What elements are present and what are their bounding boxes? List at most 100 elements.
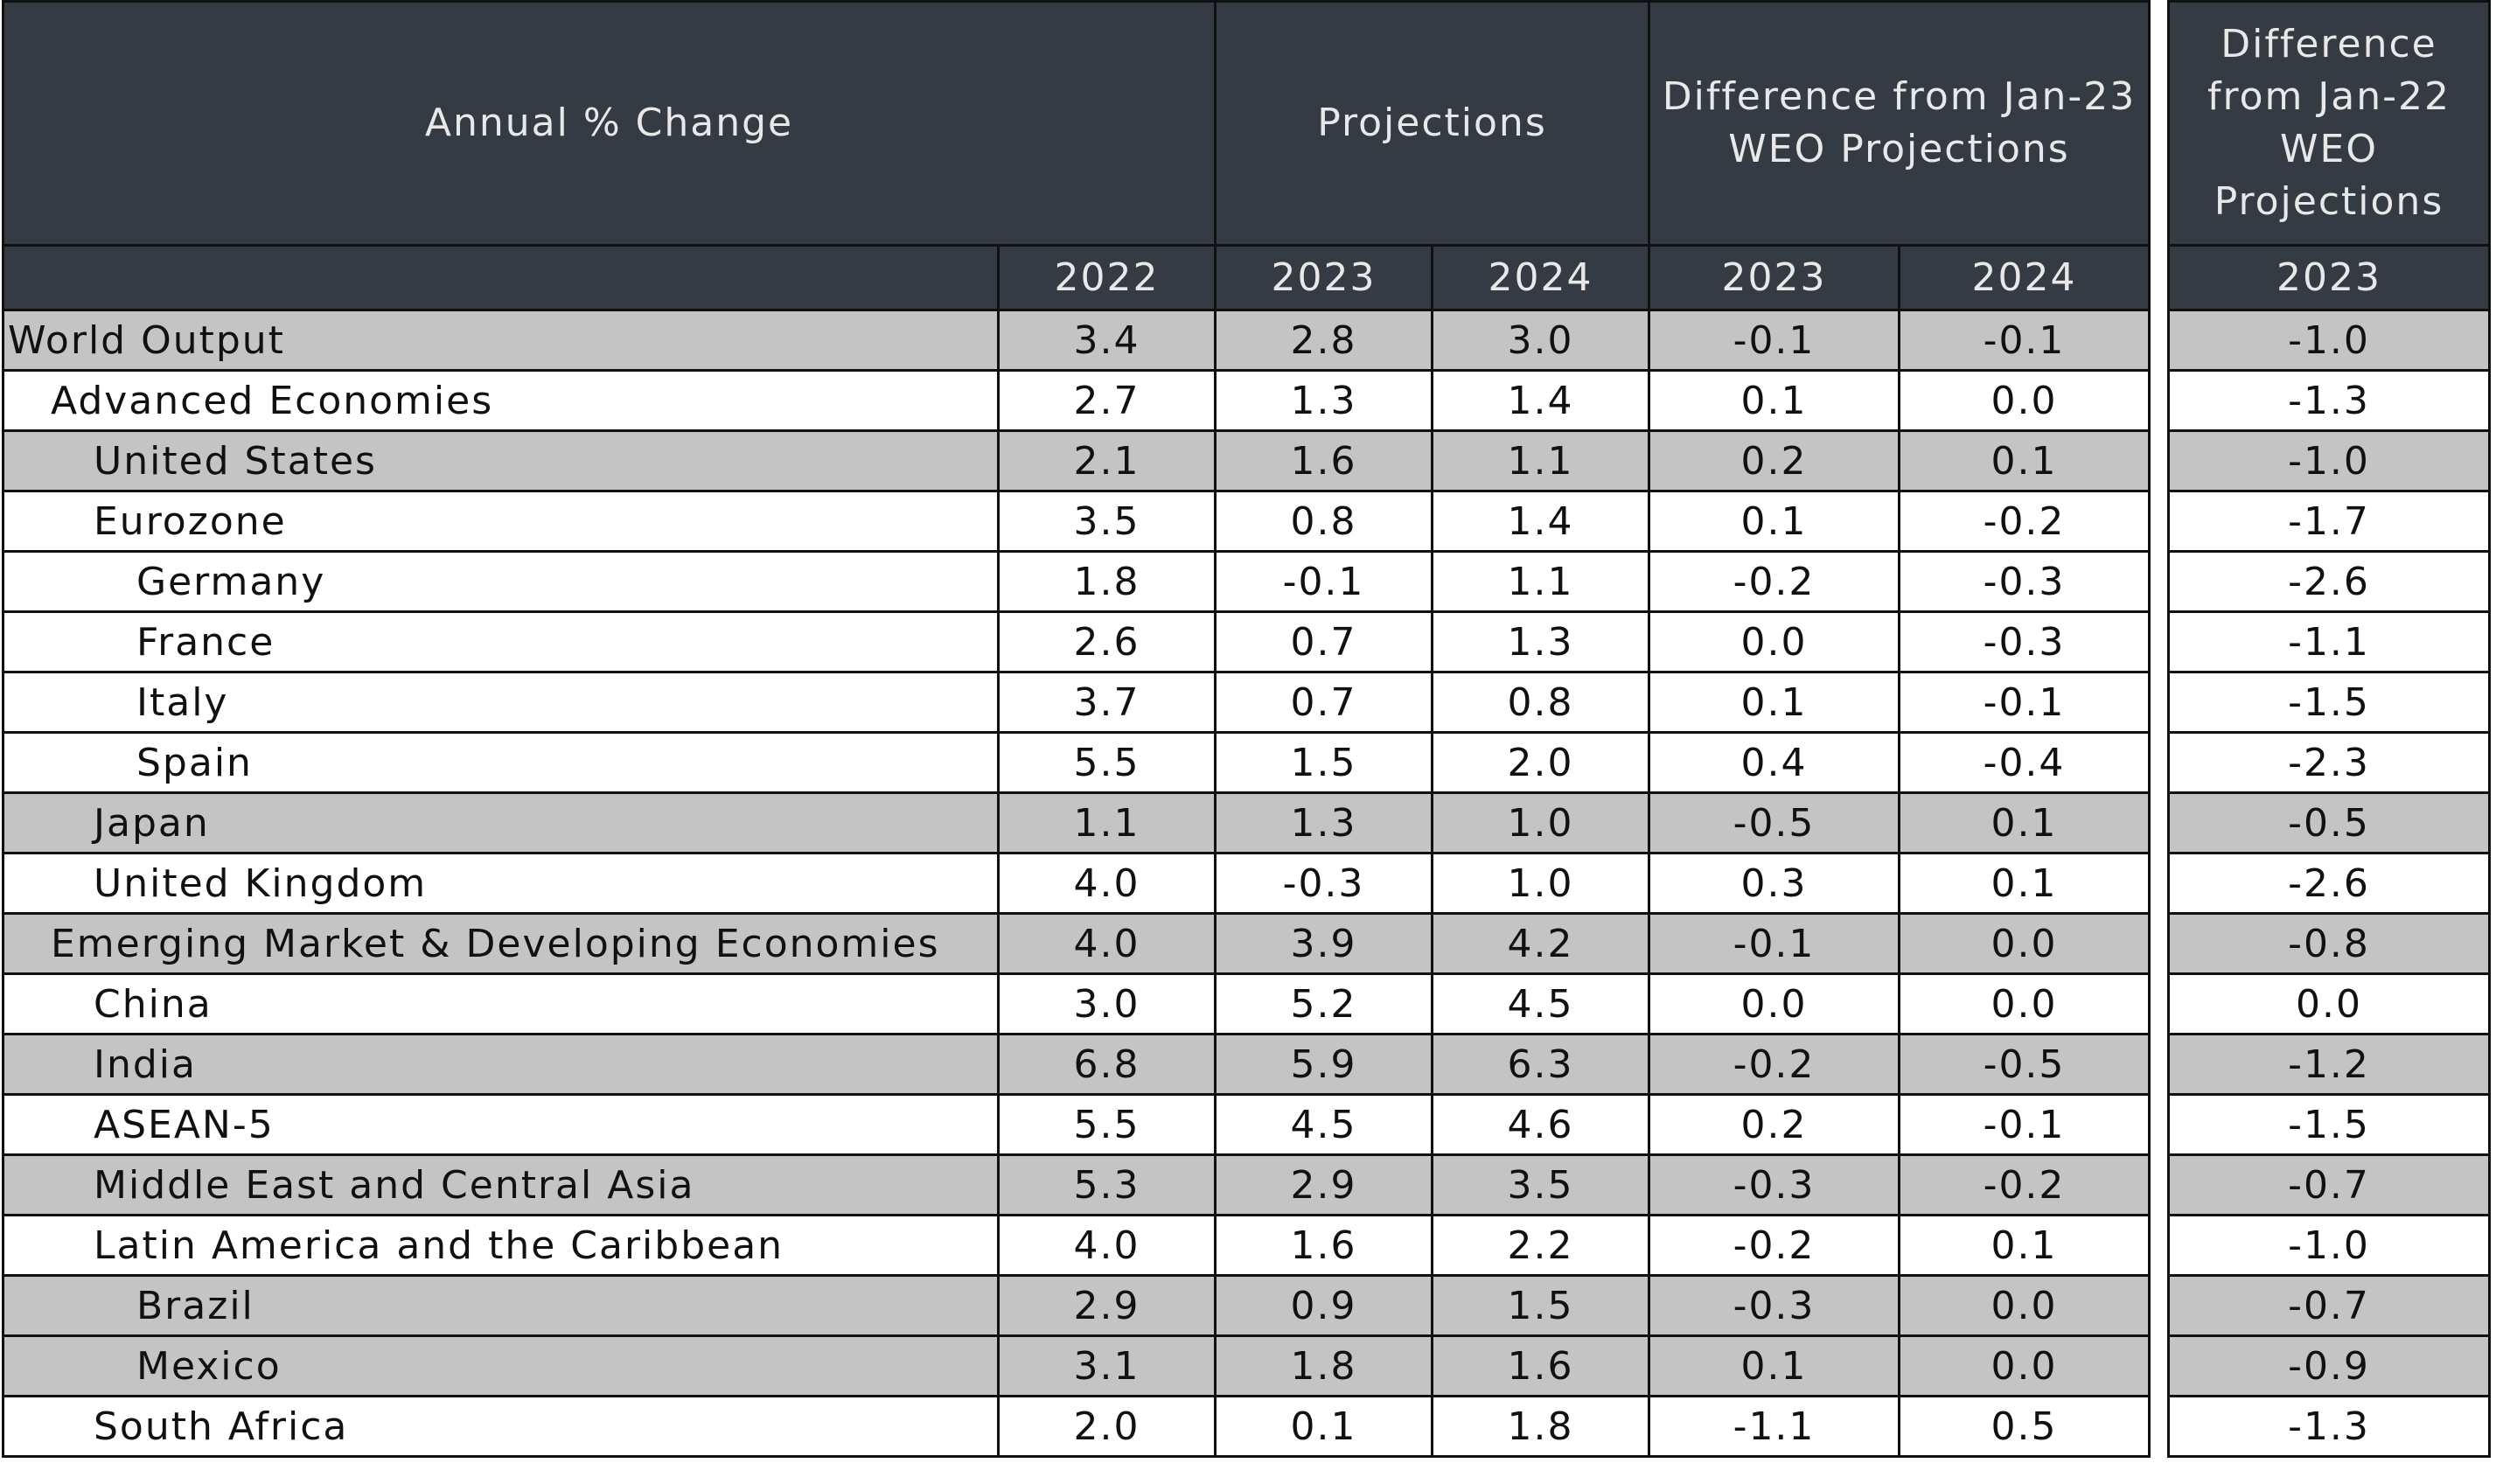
value-cell: -0.3: [1648, 1274, 1900, 1337]
value-cell: 0.9: [1214, 1274, 1433, 1337]
value-cell: 0.0: [1898, 369, 2151, 432]
blank-header: [2, 244, 1000, 311]
value-cell: -0.3: [1214, 852, 1433, 915]
value-cell: 0.5: [1898, 1395, 2151, 1458]
value-cell: -0.1: [1648, 309, 1900, 372]
row-label: France: [2, 610, 1000, 673]
value-cell: -0.1: [1214, 550, 1433, 613]
table-row: -0.7: [2167, 1274, 2491, 1337]
value-cell: -1.3: [2167, 369, 2491, 432]
year-header: 2023: [1648, 244, 1900, 311]
value-cell: 2.2: [1431, 1214, 1650, 1277]
value-cell: 1.0: [1431, 852, 1650, 915]
row-label: United Kingdom: [2, 852, 1000, 915]
table-row: United States 2.1 1.6 1.1 0.2 0.1: [2, 429, 2151, 492]
value-cell: 3.5: [1431, 1153, 1650, 1216]
value-cell: -2.3: [2167, 731, 2491, 794]
value-cell: -1.2: [2167, 1033, 2491, 1096]
table-row: -1.7: [2167, 490, 2491, 553]
row-label: Mexico: [2, 1334, 1000, 1397]
value-cell: 0.1: [1648, 490, 1900, 553]
value-cell: -0.2: [1898, 490, 2151, 553]
table-row: -2.3: [2167, 731, 2491, 794]
value-cell: 2.9: [1214, 1153, 1433, 1216]
table-row: Middle East and Central Asia 5.3 2.9 3.5 -0.…: [2, 1153, 2151, 1216]
table-row: -2.6: [2167, 550, 2491, 613]
value-cell: 5.5: [997, 731, 1217, 794]
table-row: -0.8: [2167, 912, 2491, 975]
value-cell: -0.7: [2167, 1274, 2491, 1337]
value-cell: 0.2: [1648, 1093, 1900, 1156]
value-cell: -1.0: [2167, 429, 2491, 492]
value-cell: 0.0: [1898, 972, 2151, 1035]
value-cell: 1.3: [1431, 610, 1650, 673]
value-cell: 3.4: [997, 309, 1217, 372]
group-header: Projections: [1214, 0, 1650, 247]
table-row: Brazil 2.9 0.9 1.5 -0.3 0.0: [2, 1274, 2151, 1337]
value-cell: 0.0: [1898, 912, 2151, 975]
value-cell: -0.2: [1648, 1214, 1900, 1277]
value-cell: 2.0: [1431, 731, 1650, 794]
value-cell: -0.2: [1898, 1153, 2151, 1216]
value-cell: 4.0: [997, 912, 1217, 975]
value-cell: 0.1: [1898, 429, 2151, 492]
value-cell: 1.6: [1431, 1334, 1650, 1397]
value-cell: 0.7: [1214, 610, 1433, 673]
table-row: -1.0: [2167, 429, 2491, 492]
value-cell: -1.0: [2167, 1214, 2491, 1277]
value-cell: -0.9: [2167, 1334, 2491, 1397]
value-cell: -1.5: [2167, 671, 2491, 734]
table-row: -1.2: [2167, 1033, 2491, 1096]
value-cell: -1.3: [2167, 1395, 2491, 1458]
row-label: South Africa: [2, 1395, 1000, 1458]
row-label: Advanced Economies: [2, 369, 1000, 432]
value-cell: 5.9: [1214, 1033, 1433, 1096]
value-cell: 0.4: [1648, 731, 1900, 794]
value-cell: 1.1: [1431, 550, 1650, 613]
value-cell: 0.0: [2167, 972, 2491, 1035]
group-header: Difference from Jan-23 WEO Projections: [1648, 0, 2151, 247]
value-cell: 1.1: [997, 791, 1217, 854]
value-cell: 0.3: [1648, 852, 1900, 915]
value-cell: -0.1: [1648, 912, 1900, 975]
table-row: -1.0: [2167, 309, 2491, 372]
value-cell: -1.5: [2167, 1093, 2491, 1156]
value-cell: 3.0: [997, 972, 1217, 1035]
value-cell: -0.2: [1648, 550, 1900, 613]
value-cell: 1.4: [1431, 369, 1650, 432]
value-cell: 5.5: [997, 1093, 1217, 1156]
table-row: Japan 1.1 1.3 1.0 -0.5 0.1: [2, 791, 2151, 854]
value-cell: -1.1: [2167, 610, 2491, 673]
table-row: ASEAN-5 5.5 4.5 4.6 0.2 -0.1: [2, 1093, 2151, 1156]
value-cell: -0.3: [1898, 610, 2151, 673]
value-cell: -1.1: [1648, 1395, 1900, 1458]
year-header: 2024: [1431, 244, 1650, 311]
table-row: -0.9: [2167, 1334, 2491, 1397]
value-cell: -1.0: [2167, 309, 2491, 372]
table-row: France 2.6 0.7 1.3 0.0 -0.3: [2, 610, 2151, 673]
value-cell: -1.7: [2167, 490, 2491, 553]
value-cell: -0.1: [1898, 309, 2151, 372]
main-table: Annual % Change Projections Difference f…: [2, 0, 2151, 1458]
value-cell: 0.2: [1648, 429, 1900, 492]
year-header: 2024: [1898, 244, 2151, 311]
value-cell: 1.5: [1431, 1274, 1650, 1337]
value-cell: 2.0: [997, 1395, 1217, 1458]
value-cell: 1.8: [1431, 1395, 1650, 1458]
side-table: Difference from Jan-22 WEO Projections 2…: [2167, 0, 2491, 1458]
value-cell: 0.1: [1898, 852, 2151, 915]
value-cell: -0.2: [1648, 1033, 1900, 1096]
table-row: Mexico 3.1 1.8 1.6 0.1 0.0: [2, 1334, 2151, 1397]
value-cell: 0.7: [1214, 671, 1433, 734]
row-label: United States: [2, 429, 1000, 492]
value-cell: -0.5: [1898, 1033, 2151, 1096]
table-row: -1.3: [2167, 369, 2491, 432]
value-cell: 1.1: [1431, 429, 1650, 492]
value-cell: 1.5: [1214, 731, 1433, 794]
value-cell: 0.0: [1898, 1334, 2151, 1397]
value-cell: -2.6: [2167, 852, 2491, 915]
value-cell: 0.8: [1431, 671, 1650, 734]
row-label: Emerging Market & Developing Economies: [2, 912, 1000, 975]
row-label: Japan: [2, 791, 1000, 854]
